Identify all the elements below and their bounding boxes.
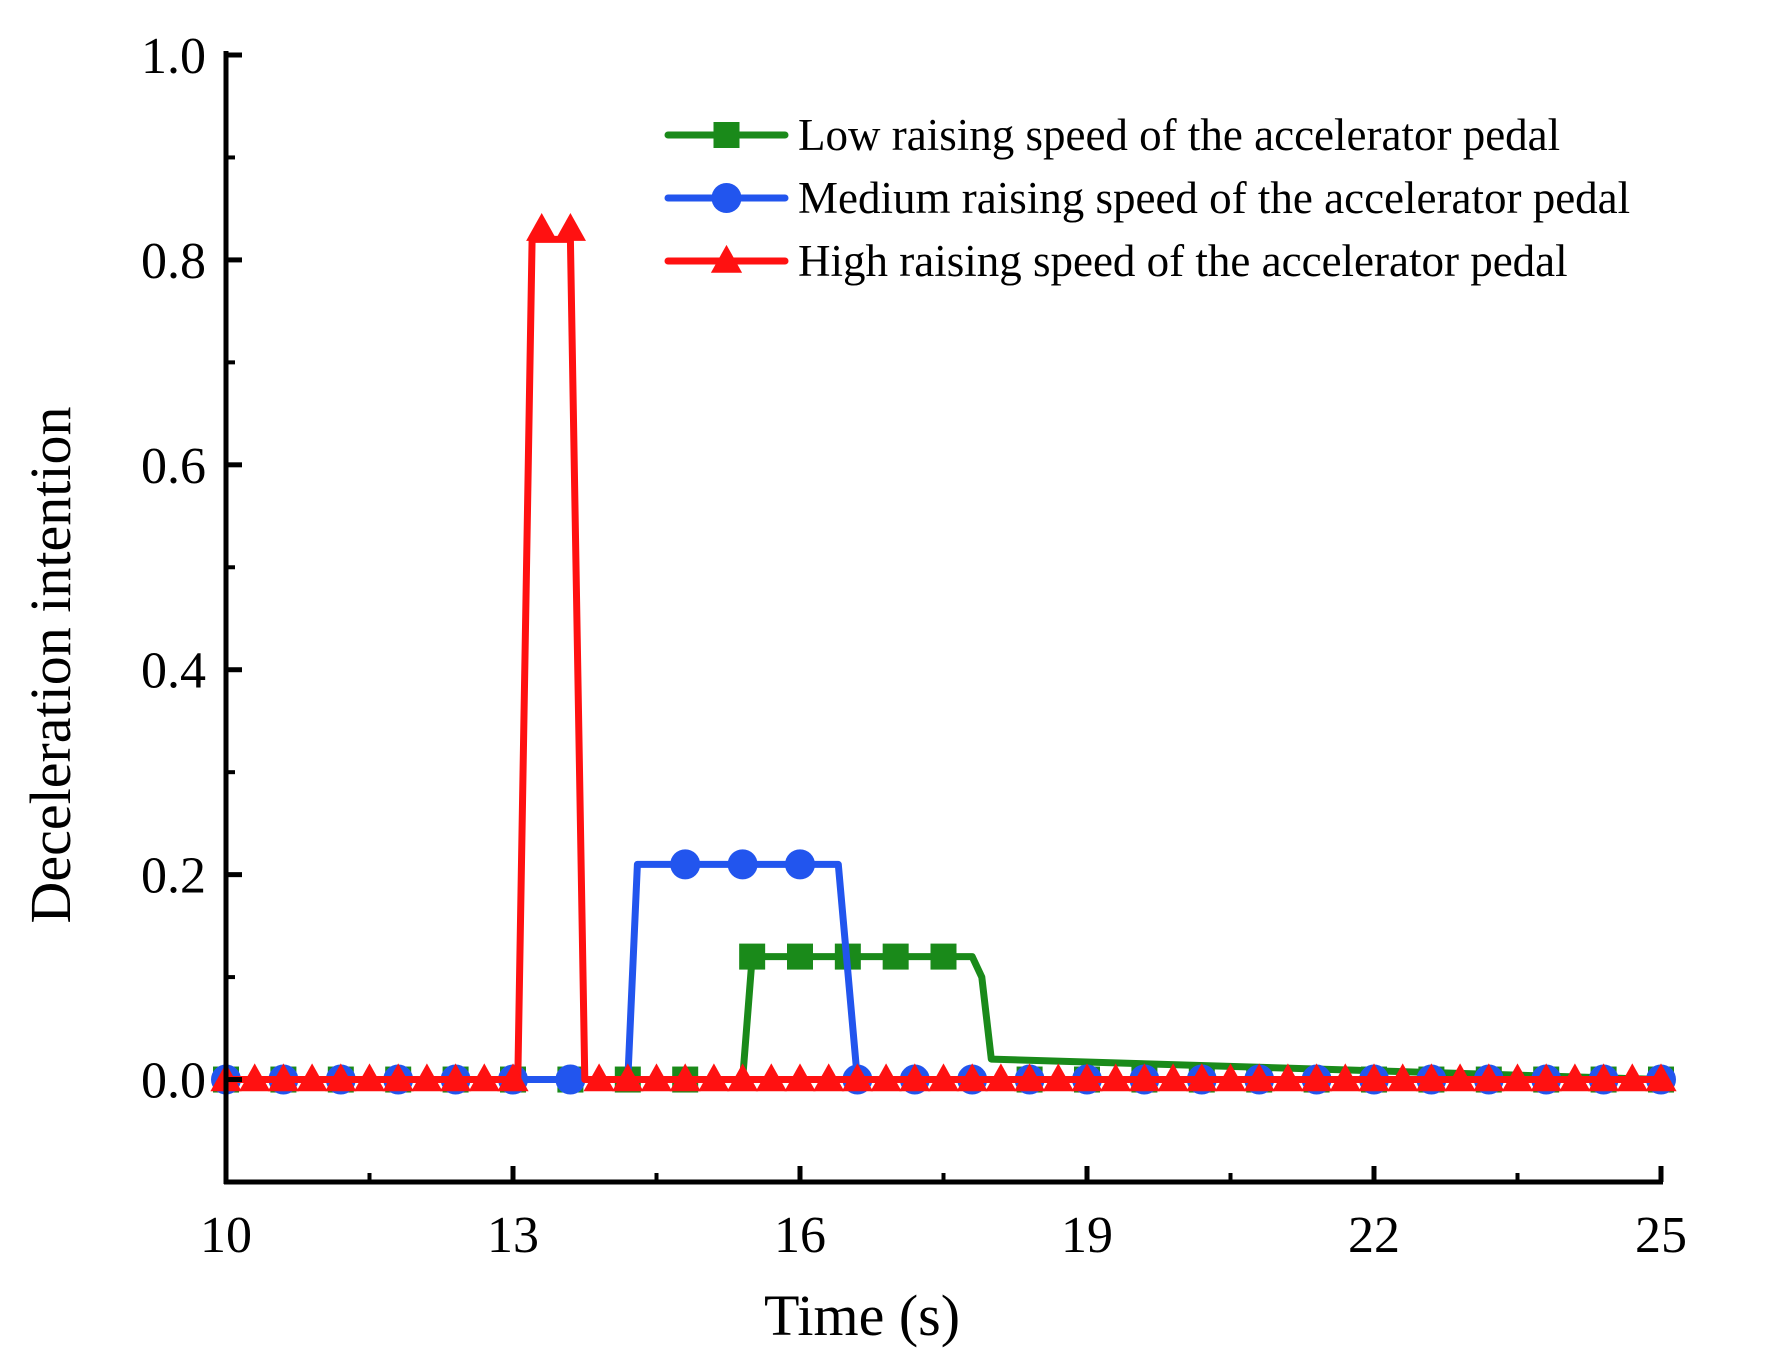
y-tick-label: 0.6 <box>141 438 206 495</box>
data-point-triangle <box>1387 1063 1419 1092</box>
data-point-triangle <box>1358 1063 1390 1092</box>
data-point-circle <box>670 849 701 880</box>
data-point-circle <box>727 849 758 880</box>
data-point-triangle <box>956 1063 988 1092</box>
data-point-triangle <box>870 1063 902 1092</box>
y-tick-label: 0.0 <box>141 1053 206 1110</box>
data-point-triangle <box>1329 1063 1361 1092</box>
y-tick-label: 0.2 <box>141 848 206 905</box>
x-tick-label: 16 <box>774 1207 826 1264</box>
data-point-triangle <box>612 1063 644 1092</box>
series-triangle <box>210 213 1677 1092</box>
data-point-triangle <box>1645 1063 1677 1092</box>
y-tick-label: 0.4 <box>141 643 206 700</box>
x-tick-label: 22 <box>1348 1207 1400 1264</box>
data-point-triangle <box>1243 1063 1275 1092</box>
data-point-triangle <box>927 1063 960 1092</box>
data-point-triangle <box>1100 1063 1132 1092</box>
data-point-triangle <box>583 1063 615 1092</box>
data-point-square <box>739 943 766 970</box>
data-point-triangle <box>440 1063 472 1092</box>
legend-label: Low raising speed of the accelerator ped… <box>798 110 1560 160</box>
legend-item-triangle: High raising speed of the accelerator pe… <box>664 236 1568 286</box>
y-axis-title: Deceleration intention <box>18 407 83 924</box>
legend-label: Medium raising speed of the accelerator … <box>798 173 1630 223</box>
x-tick-label: 13 <box>487 1207 539 1264</box>
data-point-triangle <box>1444 1063 1476 1092</box>
data-point-triangle <box>411 1063 443 1092</box>
data-point-triangle <box>1071 1063 1103 1092</box>
legend-label: High raising speed of the accelerator pe… <box>798 236 1568 286</box>
data-point-square <box>882 943 909 970</box>
y-tick-label: 0.8 <box>141 233 206 290</box>
x-axis-title: Time (s) <box>764 1283 960 1348</box>
legend-item-circle: Medium raising speed of the accelerator … <box>664 173 1630 223</box>
data-point-triangle <box>1157 1063 1189 1092</box>
data-point-triangle <box>1530 1063 1562 1092</box>
data-point-circle <box>555 1064 586 1095</box>
data-point-triangle <box>813 1063 845 1092</box>
data-point-triangle <box>1186 1063 1218 1092</box>
data-point-triangle <box>353 1063 386 1092</box>
data-point-triangle <box>1301 1063 1333 1092</box>
data-point-triangle <box>1042 1063 1074 1092</box>
y-tick-label: 1.0 <box>141 28 206 85</box>
x-tick-label: 25 <box>1635 1207 1687 1264</box>
legend-swatch-marker <box>711 183 742 213</box>
data-point-triangle <box>640 1063 673 1092</box>
data-point-circle <box>785 849 815 880</box>
axes-layer: 0.0 0.2 0.4 0.6 0.8 1.0 10 13 16 19 22 25 <box>141 28 1687 1264</box>
data-point-triangle <box>841 1063 873 1092</box>
data-point-triangle <box>1415 1063 1447 1092</box>
data-point-triangle <box>1588 1063 1620 1092</box>
data-point-triangle <box>296 1063 328 1092</box>
data-point-triangle <box>1616 1063 1648 1092</box>
x-tick-label: 19 <box>1061 1207 1113 1264</box>
data-point-triangle <box>468 1063 500 1092</box>
legend: Low raising speed of the accelerator ped… <box>664 110 1630 286</box>
data-point-triangle <box>669 1063 701 1092</box>
data-point-triangle <box>382 1063 414 1092</box>
data-point-triangle <box>727 1063 759 1092</box>
data-point-triangle <box>1501 1063 1534 1092</box>
data-point-triangle <box>1214 1063 1247 1092</box>
data-point-square <box>787 943 813 970</box>
legend-swatch-marker <box>713 122 740 148</box>
data-point-triangle <box>526 213 558 241</box>
data-point-triangle <box>497 1063 529 1092</box>
data-point-triangle <box>698 1063 730 1092</box>
data-point-triangle <box>1559 1063 1591 1092</box>
data-point-triangle <box>325 1063 357 1092</box>
data-point-triangle <box>784 1063 816 1092</box>
data-point-triangle <box>985 1063 1017 1092</box>
data-point-triangle <box>1014 1063 1046 1092</box>
series-layer <box>210 213 1677 1095</box>
data-point-square <box>930 943 957 970</box>
legend-swatch-marker <box>710 244 743 273</box>
data-point-triangle <box>267 1063 299 1092</box>
data-point-triangle <box>1128 1063 1160 1092</box>
data-point-triangle <box>1473 1063 1505 1092</box>
data-point-triangle <box>1272 1063 1304 1092</box>
data-point-triangle <box>899 1063 931 1092</box>
data-point-triangle <box>239 1063 271 1092</box>
x-tick-label: 10 <box>200 1207 252 1264</box>
data-point-triangle <box>755 1063 787 1092</box>
data-point-triangle <box>554 213 586 241</box>
legend-item-square: Low raising speed of the accelerator ped… <box>664 110 1560 160</box>
